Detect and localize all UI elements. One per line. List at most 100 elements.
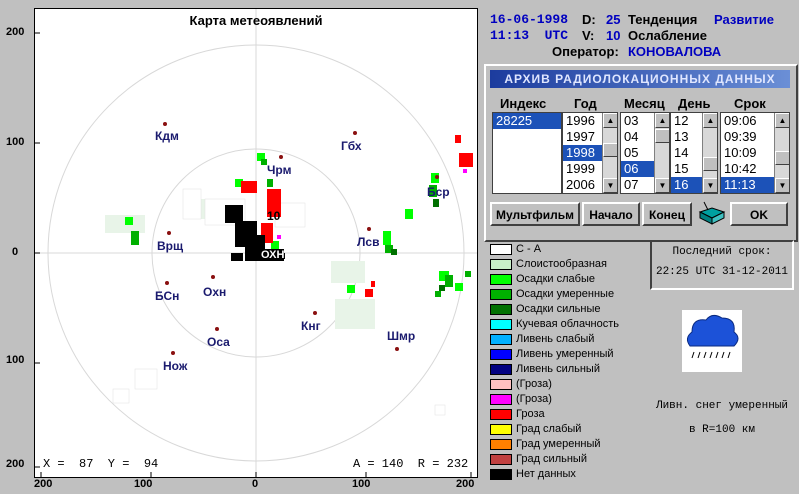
v-text: Ослабление [628, 28, 707, 43]
v-label: V: [582, 28, 595, 43]
list-item[interactable]: 1999 [566, 161, 595, 176]
d-value: 25 [606, 12, 621, 27]
start-button[interactable]: Начало [582, 202, 640, 226]
axis-bottom-label: 100 [134, 478, 153, 490]
axis-left-label: 200 [6, 458, 25, 470]
list-item[interactable]: 28225 [493, 113, 561, 129]
scroll-down-icon[interactable]: ▼ [603, 178, 617, 193]
scroll-thumb[interactable] [655, 129, 669, 143]
year-scrollbar[interactable]: ▲ ▼ [602, 113, 617, 193]
list-item[interactable]: 09:39 [724, 129, 757, 144]
list-item[interactable]: 03 [624, 113, 639, 128]
city-label-vrsch: Врщ [157, 239, 184, 253]
legend-swatch [490, 319, 512, 330]
list-item[interactable]: 12 [674, 113, 689, 128]
city-label-bsn: БСн [155, 289, 180, 303]
legend-label: (Гроза) [516, 378, 552, 390]
date-value: 16-06-1998 [490, 12, 569, 27]
city-dot [313, 311, 317, 315]
city-label-bsr: Бср [427, 185, 450, 199]
scroll-up-icon[interactable]: ▲ [775, 113, 789, 128]
v-value: 10 [606, 28, 621, 43]
city-dot [163, 122, 167, 126]
city-dot [367, 227, 371, 231]
multifilm-button[interactable]: Мультфильм [490, 202, 580, 226]
list-item[interactable]: 1997 [566, 129, 595, 144]
list-item[interactable]: 11:13 [721, 177, 789, 193]
legend-label: Гроза [516, 408, 545, 420]
city-label-ohn-center: ОХН [261, 249, 285, 261]
cursor-ar-readout: A = 140 R = 232 [353, 457, 469, 471]
ok-button[interactable]: OK [730, 202, 788, 226]
legend-label: Осадки сильные [516, 303, 601, 315]
month-scrollbar[interactable]: ▲ ▼ [654, 113, 669, 193]
month-list[interactable]: 03 04 05 06 07 ▲ ▼ [620, 112, 670, 194]
scroll-down-icon[interactable]: ▼ [775, 178, 789, 193]
city-dot [395, 347, 399, 351]
legend-swatch [490, 409, 512, 420]
radar-rings [35, 9, 477, 477]
archive-title: АРХИВ РАДИОЛОКАЦИОННЫХ ДАННЫХ [490, 70, 790, 88]
city-label-chrm: Чрм [267, 163, 292, 177]
list-item[interactable]: 10:42 [724, 161, 757, 176]
scroll-up-icon[interactable]: ▲ [703, 113, 717, 128]
scroll-up-icon[interactable]: ▲ [603, 113, 617, 128]
header-month: Месяц [624, 96, 665, 111]
legend-label: Осадки слабые [516, 273, 595, 285]
legend-label: Ливень умеренный [516, 348, 614, 360]
day-list[interactable]: 12 13 14 15 16 ▲ ▼ [670, 112, 718, 194]
city-dot [165, 281, 169, 285]
list-item[interactable]: 14 [674, 145, 689, 160]
legend-swatch [490, 439, 512, 450]
scroll-down-icon[interactable]: ▼ [655, 178, 669, 193]
list-item[interactable]: 15 [674, 161, 689, 176]
list-item[interactable]: 09:06 [724, 113, 757, 128]
scroll-thumb[interactable] [603, 143, 617, 157]
term-list[interactable]: 09:06 09:39 10:09 10:42 11:13 ▲ ▼ [720, 112, 790, 194]
scroll-thumb[interactable] [703, 157, 717, 171]
city-dot [211, 275, 215, 279]
radar-map-canvas[interactable]: Карта метеоявлений Кдм Гбх Чрм Бср Врщ Л… [34, 8, 478, 478]
end-button[interactable]: Конец [642, 202, 692, 226]
legend-swatch [490, 454, 512, 465]
legend-swatch [490, 274, 512, 285]
list-item[interactable]: 2006 [566, 177, 595, 192]
axis-bottom-label: 100 [352, 478, 371, 490]
city-label-ohn: Охн [203, 285, 227, 299]
time-value: 11:13 UTC [490, 28, 569, 43]
legend-label: Нет данных [516, 468, 576, 480]
header-day: День [678, 96, 711, 111]
city-label-shmr: Шмр [387, 329, 416, 343]
day-scrollbar[interactable]: ▲ ▼ [702, 113, 717, 193]
list-item[interactable]: 13 [674, 129, 689, 144]
scroll-thumb[interactable] [775, 151, 789, 165]
city-label-kng: Кнг [301, 319, 321, 333]
legend-label: Град слабый [516, 423, 582, 435]
index-list[interactable]: 28225 [492, 112, 562, 194]
list-item[interactable]: 1996 [566, 113, 595, 128]
year-list[interactable]: 1996 1997 1998 1999 2006 ▲ ▼ [562, 112, 618, 194]
city-label-nozh: Нож [163, 359, 188, 373]
cursor-xy-readout: X = 87 Y = 94 [43, 457, 159, 471]
list-item[interactable]: 04 [624, 129, 639, 144]
legend-label: С - А [516, 243, 542, 255]
list-item[interactable]: 05 [624, 145, 639, 160]
list-item[interactable]: 07 [624, 177, 639, 192]
city-dot [171, 351, 175, 355]
scroll-down-icon[interactable]: ▼ [703, 178, 717, 193]
book-icon[interactable] [696, 200, 726, 226]
last-term-box: Последний срок: 22:25 UTC 31-12-2011 [650, 240, 794, 290]
scroll-up-icon[interactable]: ▲ [655, 113, 669, 128]
term-scrollbar[interactable]: ▲ ▼ [774, 113, 789, 193]
city-label-osa: Оса [207, 335, 230, 349]
list-item[interactable]: 10:09 [724, 145, 757, 160]
legend-label: (Гроза) [516, 393, 552, 405]
city-dot [435, 175, 439, 179]
legend-label: Слоистообразная [516, 258, 608, 270]
legend-label: Град сильный [516, 453, 587, 465]
axis-bottom-label: 200 [456, 478, 475, 490]
legend-swatch [490, 364, 512, 375]
header-year: Год [574, 96, 597, 111]
legend-swatch [490, 394, 512, 405]
axis-left-label: 0 [12, 246, 19, 258]
